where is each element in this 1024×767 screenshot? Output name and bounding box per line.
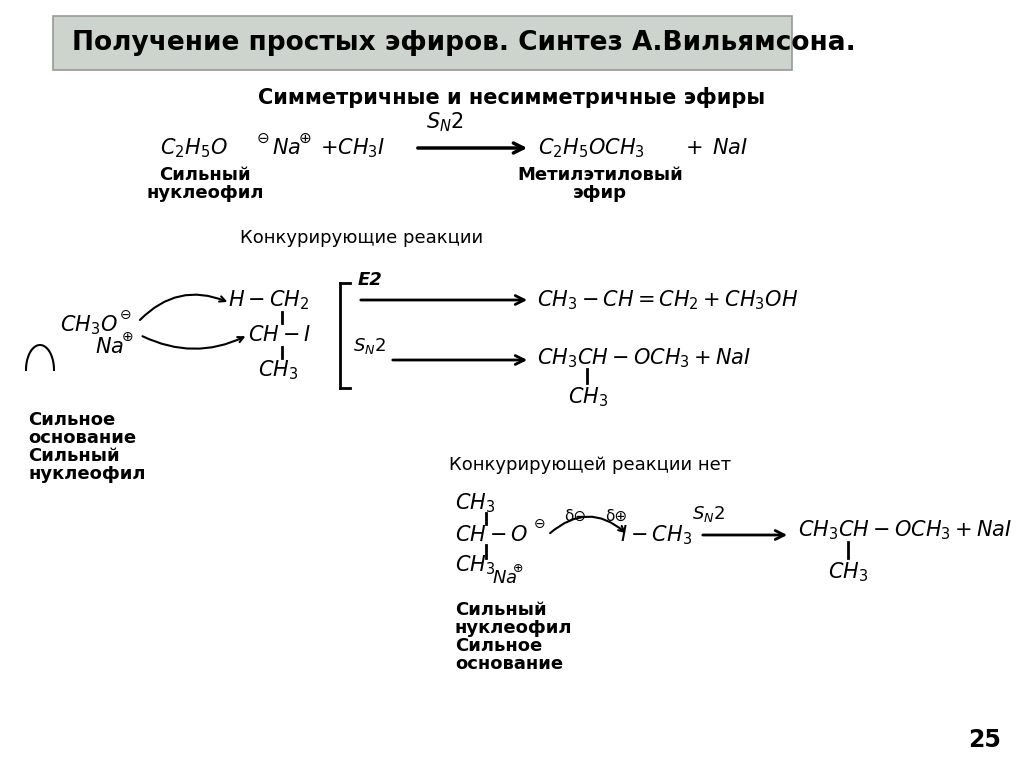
Text: $CH_3$: $CH_3$ [455,553,496,577]
Text: $I-CH_3$: $I-CH_3$ [620,523,692,547]
Text: $CH - I$: $CH - I$ [248,325,311,345]
Text: $C_2H_5O$: $C_2H_5O$ [160,137,227,160]
Text: ⊖: ⊖ [120,308,132,322]
Text: Симметричные и несимметричные эфиры: Симметричные и несимметричные эфиры [258,87,766,108]
Text: $S_N2$: $S_N2$ [692,504,725,524]
Text: $CH_3-CH = CH_2  +  CH_3OH$: $CH_3-CH = CH_2 + CH_3OH$ [537,288,799,312]
Text: $C_2H_5OCH_3$: $C_2H_5OCH_3$ [538,137,645,160]
Text: $CH_3CH-OCH_3  +  NaI$: $CH_3CH-OCH_3 + NaI$ [537,346,752,370]
Text: ⊕: ⊕ [513,561,523,574]
Text: основание: основание [455,655,563,673]
Text: Получение простых эфиров. Синтез А.Вильямсона.: Получение простых эфиров. Синтез А.Вилья… [72,30,856,56]
Text: $CH - O$: $CH - O$ [455,525,528,545]
Text: $S_N2$: $S_N2$ [426,110,464,133]
Text: ⊖: ⊖ [257,130,269,146]
Text: нуклеофил: нуклеофил [28,465,145,483]
Text: Сильный: Сильный [455,601,547,619]
Text: Сильное: Сильное [28,411,116,429]
Text: $CH_3$: $CH_3$ [828,560,868,584]
Text: Сильный: Сильный [159,166,251,184]
Text: ⊖: ⊖ [535,517,546,531]
FancyBboxPatch shape [53,16,792,70]
Text: $Na$: $Na$ [492,569,517,587]
Text: Сильный: Сильный [28,447,120,465]
Text: эфир: эфир [573,184,627,202]
Text: 25: 25 [969,728,1001,752]
Text: ⊕: ⊕ [122,330,134,344]
Text: Метилэтиловый: Метилэтиловый [517,166,683,184]
Text: нуклеофил: нуклеофил [455,619,572,637]
Text: Конкурирующей реакции нет: Конкурирующей реакции нет [449,456,731,474]
Text: $CH_3$: $CH_3$ [258,358,298,382]
Text: нуклеофил: нуклеофил [146,184,264,202]
Text: основание: основание [28,429,136,447]
Text: $+$: $+$ [685,138,702,158]
Text: Сильное: Сильное [455,637,543,655]
Text: $Na$: $Na$ [95,337,124,357]
Text: δ⊕: δ⊕ [605,509,627,524]
Text: $Na$: $Na$ [272,138,301,158]
Text: $S_N2$: $S_N2$ [353,336,386,356]
Text: $H - CH_2$: $H - CH_2$ [228,288,309,312]
Text: $CH_3CH-OCH_3  +  NaI$: $CH_3CH-OCH_3 + NaI$ [798,518,1013,542]
Text: Конкурирующие реакции: Конкурирующие реакции [240,229,483,247]
Text: $CH_3O$: $CH_3O$ [60,313,118,337]
Text: ⊕: ⊕ [299,130,311,146]
Text: E2: E2 [358,271,383,289]
Text: $NaI$: $NaI$ [712,138,748,158]
Text: δ⊖: δ⊖ [564,509,586,524]
Text: $+ CH_3I$: $+ CH_3I$ [319,137,385,160]
Text: $CH_3$: $CH_3$ [568,385,608,409]
Text: $CH_3$: $CH_3$ [455,491,496,515]
